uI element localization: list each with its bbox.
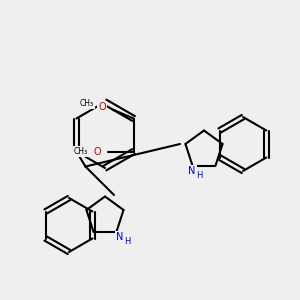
Text: O: O: [98, 101, 106, 112]
Text: CH₃: CH₃: [80, 99, 94, 108]
Text: CH₃: CH₃: [74, 147, 88, 156]
Text: O: O: [94, 146, 101, 157]
Text: H: H: [196, 171, 203, 180]
Text: N: N: [116, 232, 124, 242]
Text: N: N: [188, 166, 196, 176]
Text: H: H: [124, 237, 131, 246]
